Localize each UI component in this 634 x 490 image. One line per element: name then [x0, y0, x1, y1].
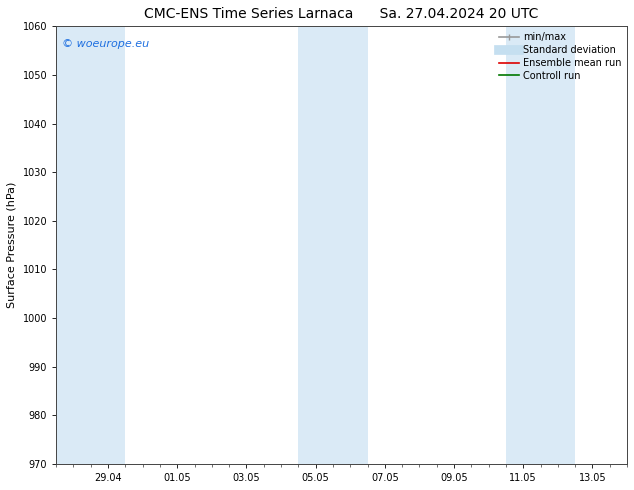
Bar	[506, 26, 575, 464]
Title: CMC-ENS Time Series Larnaca      Sa. 27.04.2024 20 UTC: CMC-ENS Time Series Larnaca Sa. 27.04.20…	[145, 7, 539, 21]
Y-axis label: Surface Pressure (hPa): Surface Pressure (hPa)	[7, 182, 17, 308]
Text: © woeurope.eu: © woeurope.eu	[62, 39, 149, 49]
Bar	[299, 26, 368, 464]
Legend: min/max, Standard deviation, Ensemble mean run, Controll run: min/max, Standard deviation, Ensemble me…	[496, 28, 625, 85]
Bar	[56, 26, 126, 464]
